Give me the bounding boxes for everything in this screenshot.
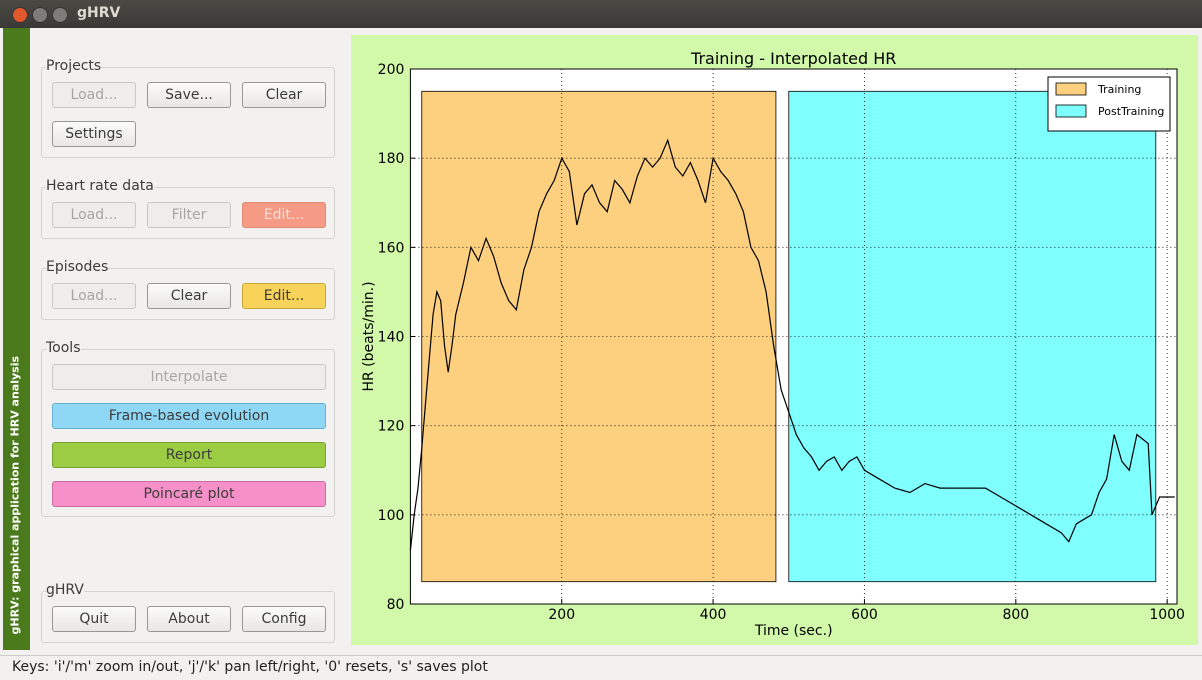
button[interactable]: Clear [147, 283, 231, 309]
side-label: gHRV: graphical application for HRV anal… [8, 355, 22, 635]
button[interactable]: Frame-based evolution [52, 403, 326, 429]
y-tick-label: 120 [378, 419, 405, 435]
button[interactable]: Edit... [242, 283, 326, 309]
button[interactable]: Settings [52, 121, 136, 147]
button[interactable]: Filter [147, 202, 231, 228]
button[interactable]: Load... [52, 82, 136, 108]
group-box [41, 187, 335, 239]
close-button[interactable] [12, 7, 28, 23]
button[interactable]: Config [242, 606, 326, 632]
hr-line [409, 138, 1175, 551]
y-axis-label: HR (beats/min.) [361, 281, 377, 391]
side-strip: gHRV: graphical application for HRV anal… [3, 28, 30, 650]
legend-label: Training [1097, 83, 1141, 96]
x-axis-label: Time (sec.) [754, 623, 833, 639]
x-tick-label: 800 [1002, 607, 1029, 623]
button[interactable]: Edit... [242, 202, 326, 228]
y-tick-label: 180 [378, 151, 405, 167]
legend-swatch [1055, 104, 1087, 118]
button[interactable]: Quit [52, 606, 136, 632]
button[interactable]: Report [52, 442, 326, 468]
button[interactable]: About [147, 606, 231, 632]
plot-frame [409, 68, 1178, 605]
x-tick-label: 400 [700, 607, 727, 623]
group-box [41, 268, 335, 320]
y-tick-label: 200 [378, 62, 405, 78]
group-title: Heart rate data [46, 178, 154, 194]
window-title: gHRV [77, 5, 121, 21]
group-title: Projects [46, 58, 102, 74]
y-tick-label: 80 [387, 597, 405, 613]
button[interactable]: Load... [52, 283, 136, 309]
maximize-button[interactable] [52, 7, 68, 23]
legend-swatch [1055, 82, 1087, 96]
status-bar: Keys: 'i'/'m' zoom in/out, 'j'/'k' pan l… [0, 655, 1202, 680]
group-box [41, 67, 335, 158]
x-tick-label: 200 [548, 607, 575, 623]
group-box [41, 591, 335, 643]
button[interactable]: Interpolate [52, 364, 326, 390]
button[interactable]: Clear [242, 82, 326, 108]
minimize-button[interactable] [32, 7, 48, 23]
y-tick-label: 100 [378, 508, 405, 524]
chart-title: Training - Interpolated HR [690, 49, 896, 68]
group-title: Episodes [46, 259, 109, 275]
group-title: gHRV [46, 582, 84, 598]
legend-label: PostTraining [1098, 105, 1164, 118]
episode-band [788, 90, 1157, 583]
status-text: Keys: 'i'/'m' zoom in/out, 'j'/'k' pan l… [12, 659, 488, 675]
button[interactable]: Poincaré plot [52, 481, 326, 507]
button[interactable]: Save... [147, 82, 231, 108]
x-tick-label: 600 [851, 607, 878, 623]
y-tick-label: 140 [378, 330, 405, 346]
y-tick-label: 160 [378, 240, 405, 256]
button[interactable]: Load... [52, 202, 136, 228]
title-bar: gHRV [0, 0, 1202, 28]
x-tick-label: 1000 [1149, 607, 1185, 623]
chart: 200 400 600 800 1000 80 100 120 140 160 180 200 Trai… [351, 35, 1198, 645]
group-title: Tools [46, 340, 81, 356]
group-box [41, 349, 335, 517]
